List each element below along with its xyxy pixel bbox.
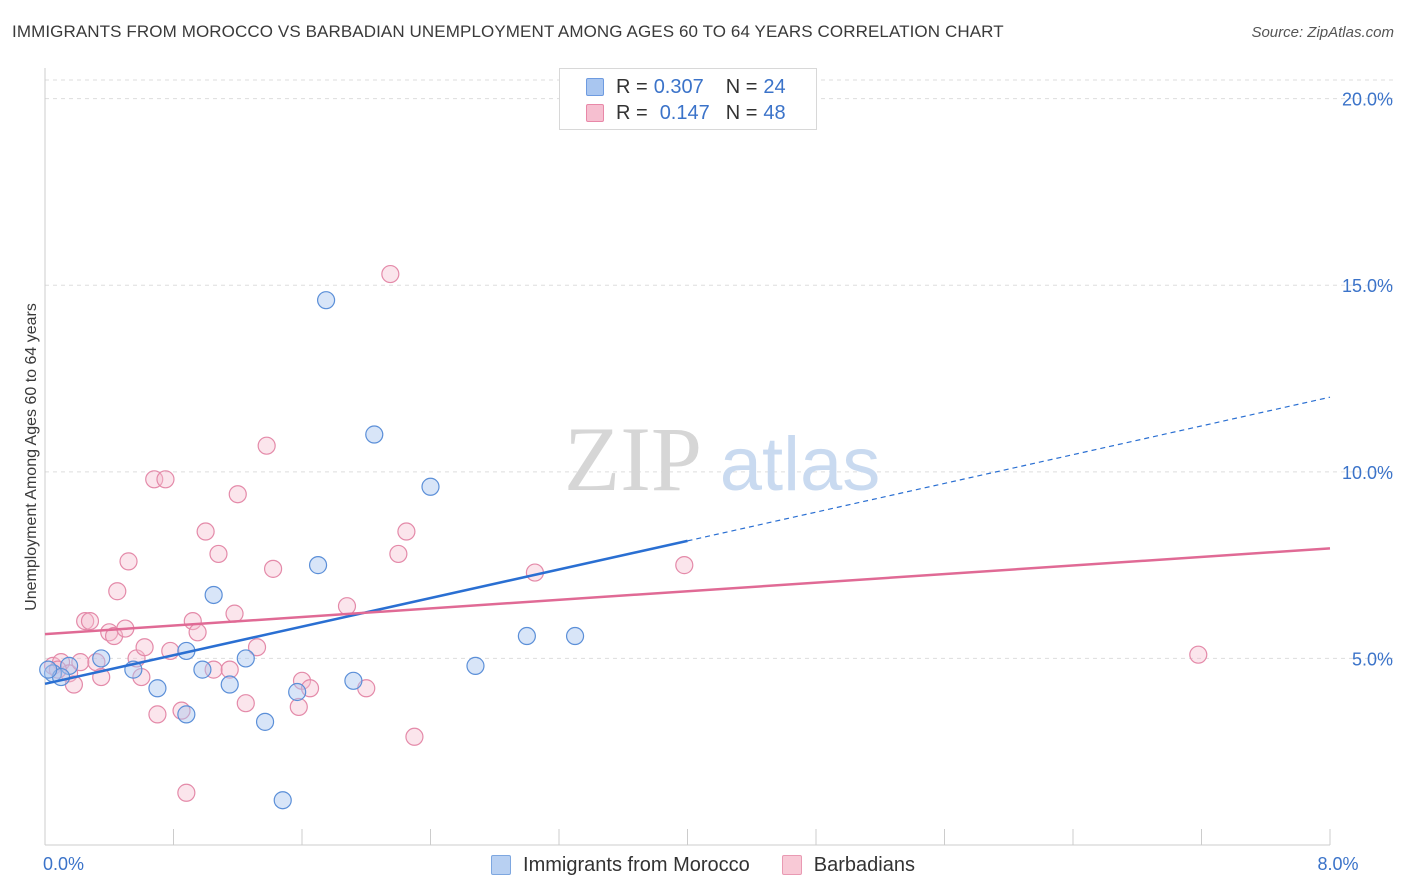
barbadians-point xyxy=(177,783,196,802)
barbadians-point xyxy=(209,544,228,564)
barbadians-point xyxy=(135,638,154,657)
trend-layer xyxy=(44,396,1331,686)
barbadians-point xyxy=(381,264,400,284)
r-value: 0.307 xyxy=(653,75,704,98)
barbadians-point xyxy=(119,552,138,571)
morocco-point xyxy=(39,660,58,679)
morocco-point xyxy=(308,556,328,575)
barbadians-point xyxy=(236,694,255,713)
morocco-point xyxy=(204,585,223,605)
legend-label-morocco: Immigrants from Morocco xyxy=(523,853,750,876)
morocco-point xyxy=(273,791,292,810)
barbadians-point xyxy=(108,582,127,601)
barbadians-point xyxy=(80,611,100,631)
barbadians-point xyxy=(247,638,267,657)
morocco-point xyxy=(92,649,111,668)
barbadians-swatch xyxy=(586,104,604,122)
barbadians-point xyxy=(148,705,167,724)
morocco-point xyxy=(177,705,196,724)
morocco-swatch xyxy=(586,78,604,96)
barbadians-point xyxy=(1189,645,1208,664)
n-label: N = xyxy=(725,75,758,98)
barbadians-point xyxy=(263,559,283,578)
barbadians-point xyxy=(257,436,276,455)
barbadians-point xyxy=(196,522,215,541)
legend-item-barbadians[interactable]: Barbadians xyxy=(781,853,915,877)
morocco-point xyxy=(365,425,384,444)
morocco-point xyxy=(193,660,212,679)
morocco-point xyxy=(565,626,585,646)
barbadians-point xyxy=(188,623,207,642)
source-credit: Source: ZipAtlas.com xyxy=(1251,24,1394,41)
morocco-point xyxy=(517,626,536,646)
y-tick-label: 10.0% xyxy=(1342,463,1393,483)
stats-legend: R = 0.307 N = 24 R = 0.147 N = 48 xyxy=(559,68,817,130)
n-value: 48 xyxy=(763,101,786,124)
barbadians-point xyxy=(289,697,308,717)
points-layer xyxy=(39,264,1208,810)
series-legend: Immigrants from Morocco Barbadians xyxy=(0,852,1406,878)
barbadians-point xyxy=(405,727,424,746)
barbadians-point xyxy=(225,604,244,623)
r-value: 0.147 xyxy=(659,101,710,124)
morocco-point xyxy=(344,671,363,690)
barbadians-point xyxy=(71,653,90,672)
morocco-point xyxy=(421,477,440,496)
morocco-legend-swatch xyxy=(491,855,512,875)
r-label: R = xyxy=(616,75,648,98)
x-tick-label: 8.0% xyxy=(1317,854,1358,874)
watermark-atlas: atlas xyxy=(720,422,881,507)
stats-row-morocco: R = 0.307 N = 24 xyxy=(586,75,786,99)
barbadians-point xyxy=(337,597,357,616)
chart-title: IMMIGRANTS FROM MOROCCO VS BARBADIAN UNE… xyxy=(12,22,1004,41)
morocco-point xyxy=(316,291,336,310)
watermark-zip: ZIP xyxy=(564,408,702,510)
morocco-point xyxy=(220,675,239,694)
barbadians-point xyxy=(156,470,175,489)
n-value: 24 xyxy=(763,75,786,98)
barbadians-point xyxy=(675,556,694,575)
y-tick-label: 20.0% xyxy=(1342,90,1393,110)
r-label: R = xyxy=(616,101,648,124)
y-tick-label: 15.0% xyxy=(1342,276,1393,296)
morocco-point xyxy=(288,682,307,702)
barbadians-legend-swatch xyxy=(781,855,802,875)
grid-layer xyxy=(45,79,1395,659)
barbadians-point xyxy=(220,660,239,679)
barbadians-point xyxy=(397,522,416,541)
x-tick-label: 0.0% xyxy=(43,854,84,874)
barbadians-point xyxy=(389,544,408,564)
stats-row-barbadians: R = 0.147 N = 48 xyxy=(586,101,786,125)
y-axis-label: Unemployment Among Ages 60 to 64 years xyxy=(23,303,40,611)
morocco-point xyxy=(255,712,275,731)
axis-layer: 5.0% 10.0% 15.0% 20.0% 0.0% 8.0% xyxy=(43,68,1393,874)
morocco-point xyxy=(466,656,485,675)
legend-label-barbadians: Barbadians xyxy=(813,853,915,876)
n-label: N = xyxy=(725,101,758,124)
legend-item-morocco[interactable]: Immigrants from Morocco xyxy=(491,854,750,877)
barbadians-point xyxy=(228,485,247,504)
morocco-point xyxy=(148,679,167,698)
morocco-trend-extension xyxy=(687,396,1331,542)
y-tick-label: 5.0% xyxy=(1352,649,1393,669)
morocco-point xyxy=(236,649,255,668)
barbadians-trend-line xyxy=(44,547,1331,636)
barbadians-point xyxy=(76,611,95,631)
